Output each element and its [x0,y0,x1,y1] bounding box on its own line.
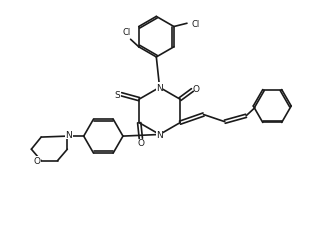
Text: N: N [65,129,72,138]
Text: Cl: Cl [122,28,131,37]
Text: N: N [156,83,163,92]
Text: O: O [137,138,144,147]
Text: N: N [156,130,163,139]
Text: N: N [65,130,72,139]
Text: O: O [192,85,199,93]
Text: O: O [33,156,40,165]
Text: S: S [114,90,120,99]
Text: Cl: Cl [191,20,199,29]
